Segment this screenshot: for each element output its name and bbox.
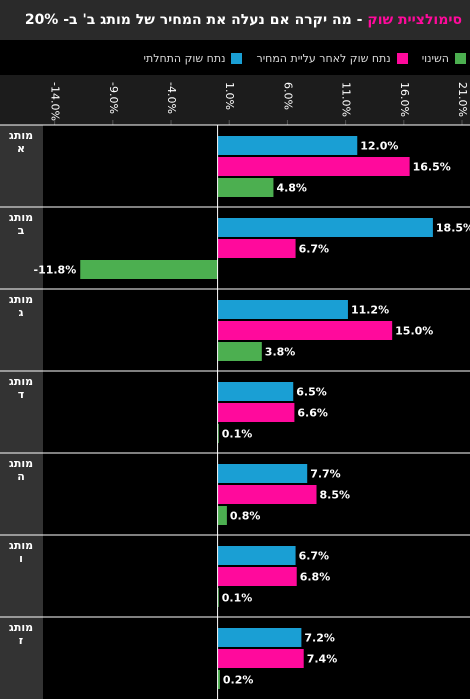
bar bbox=[217, 670, 220, 689]
legend-swatch bbox=[231, 52, 243, 64]
legend-label: השינוי bbox=[421, 51, 449, 65]
value-label: 11.2% bbox=[351, 304, 389, 317]
value-label: 0.1% bbox=[222, 428, 253, 441]
bar bbox=[217, 649, 304, 668]
legend-swatch bbox=[396, 52, 408, 64]
bar bbox=[217, 136, 358, 155]
legend-label: נתח שוק התחלתי bbox=[143, 51, 226, 65]
value-label: 4.8% bbox=[276, 182, 307, 195]
x-tick-label: -4.0% bbox=[165, 82, 178, 114]
legend-item: נתח שוק התחלתי bbox=[144, 52, 243, 65]
chart-title: - מה יקרה אם נעלה את המחיר של מותג ב' ב-… bbox=[24, 12, 363, 28]
value-label: 6.7% bbox=[299, 550, 330, 563]
value-label: 15.0% bbox=[395, 325, 433, 338]
value-label: 0.8% bbox=[230, 510, 261, 523]
value-label: -11.8% bbox=[34, 264, 77, 277]
bar bbox=[217, 628, 302, 647]
bar bbox=[80, 260, 218, 279]
x-tick-label: -14.0% bbox=[49, 82, 62, 121]
bar bbox=[217, 485, 317, 504]
bar bbox=[217, 382, 294, 401]
bar bbox=[217, 464, 308, 483]
value-label: 8.5% bbox=[320, 489, 351, 502]
bar bbox=[217, 506, 227, 525]
category-label: מותג ב bbox=[8, 211, 34, 237]
bar bbox=[217, 300, 348, 319]
x-tick-label: 21.0% bbox=[456, 82, 469, 117]
value-label: 3.8% bbox=[265, 346, 296, 359]
value-label: 18.5% bbox=[436, 222, 470, 235]
x-tick-label: 16.0% bbox=[398, 82, 411, 117]
x-tick-label: 1.0% bbox=[223, 82, 236, 110]
x-tick-label: 6.0% bbox=[281, 82, 294, 110]
value-label: 7.2% bbox=[304, 632, 335, 645]
legend: נתח שוק התחלתי נתח שוק לאחר עליית המחיר הש… bbox=[0, 46, 470, 70]
category-label: מותג ד bbox=[8, 375, 34, 401]
legend-label: נתח שוק לאחר עליית המחיר bbox=[256, 51, 391, 65]
value-label: 0.1% bbox=[222, 592, 253, 605]
value-label: 6.5% bbox=[296, 386, 327, 399]
chart-title-highlight: סימולציית שוק bbox=[367, 12, 462, 28]
category-label: מותג ו bbox=[8, 539, 34, 565]
bar bbox=[217, 157, 410, 176]
value-label: 12.0% bbox=[360, 140, 398, 153]
value-label: 16.5% bbox=[413, 161, 451, 174]
category-column bbox=[0, 125, 43, 700]
bar bbox=[217, 218, 433, 237]
category-label: מותג ה bbox=[8, 457, 34, 483]
value-label: 7.4% bbox=[307, 653, 338, 666]
bar bbox=[217, 424, 219, 443]
bar bbox=[217, 342, 262, 361]
value-label: 0.2% bbox=[223, 674, 254, 687]
bar bbox=[217, 239, 296, 258]
legend-item: נתח שוק לאחר עליית המחיר bbox=[256, 51, 408, 65]
x-tick-label: -9.0% bbox=[107, 82, 120, 114]
title-bar: סימולציית שוק- מה יקרה אם נעלה את המחיר … bbox=[0, 0, 470, 40]
bar bbox=[217, 546, 296, 565]
value-label: 6.8% bbox=[300, 571, 331, 584]
bar bbox=[217, 403, 295, 422]
value-label: 6.7% bbox=[299, 243, 330, 256]
legend-swatch bbox=[455, 52, 466, 64]
bar bbox=[217, 321, 393, 340]
value-label: 7.7% bbox=[310, 468, 341, 481]
category-label: מותג ג bbox=[8, 293, 34, 319]
category-label: מותג א bbox=[8, 129, 34, 155]
bar bbox=[217, 178, 274, 197]
value-label: 6.6% bbox=[297, 407, 328, 420]
axis-band bbox=[0, 75, 470, 125]
bar bbox=[217, 588, 219, 607]
bar bbox=[217, 567, 297, 586]
category-label: מותג ז bbox=[8, 621, 34, 647]
legend-item: השינוי bbox=[422, 52, 466, 65]
x-tick-label: 11.0% bbox=[340, 82, 353, 117]
